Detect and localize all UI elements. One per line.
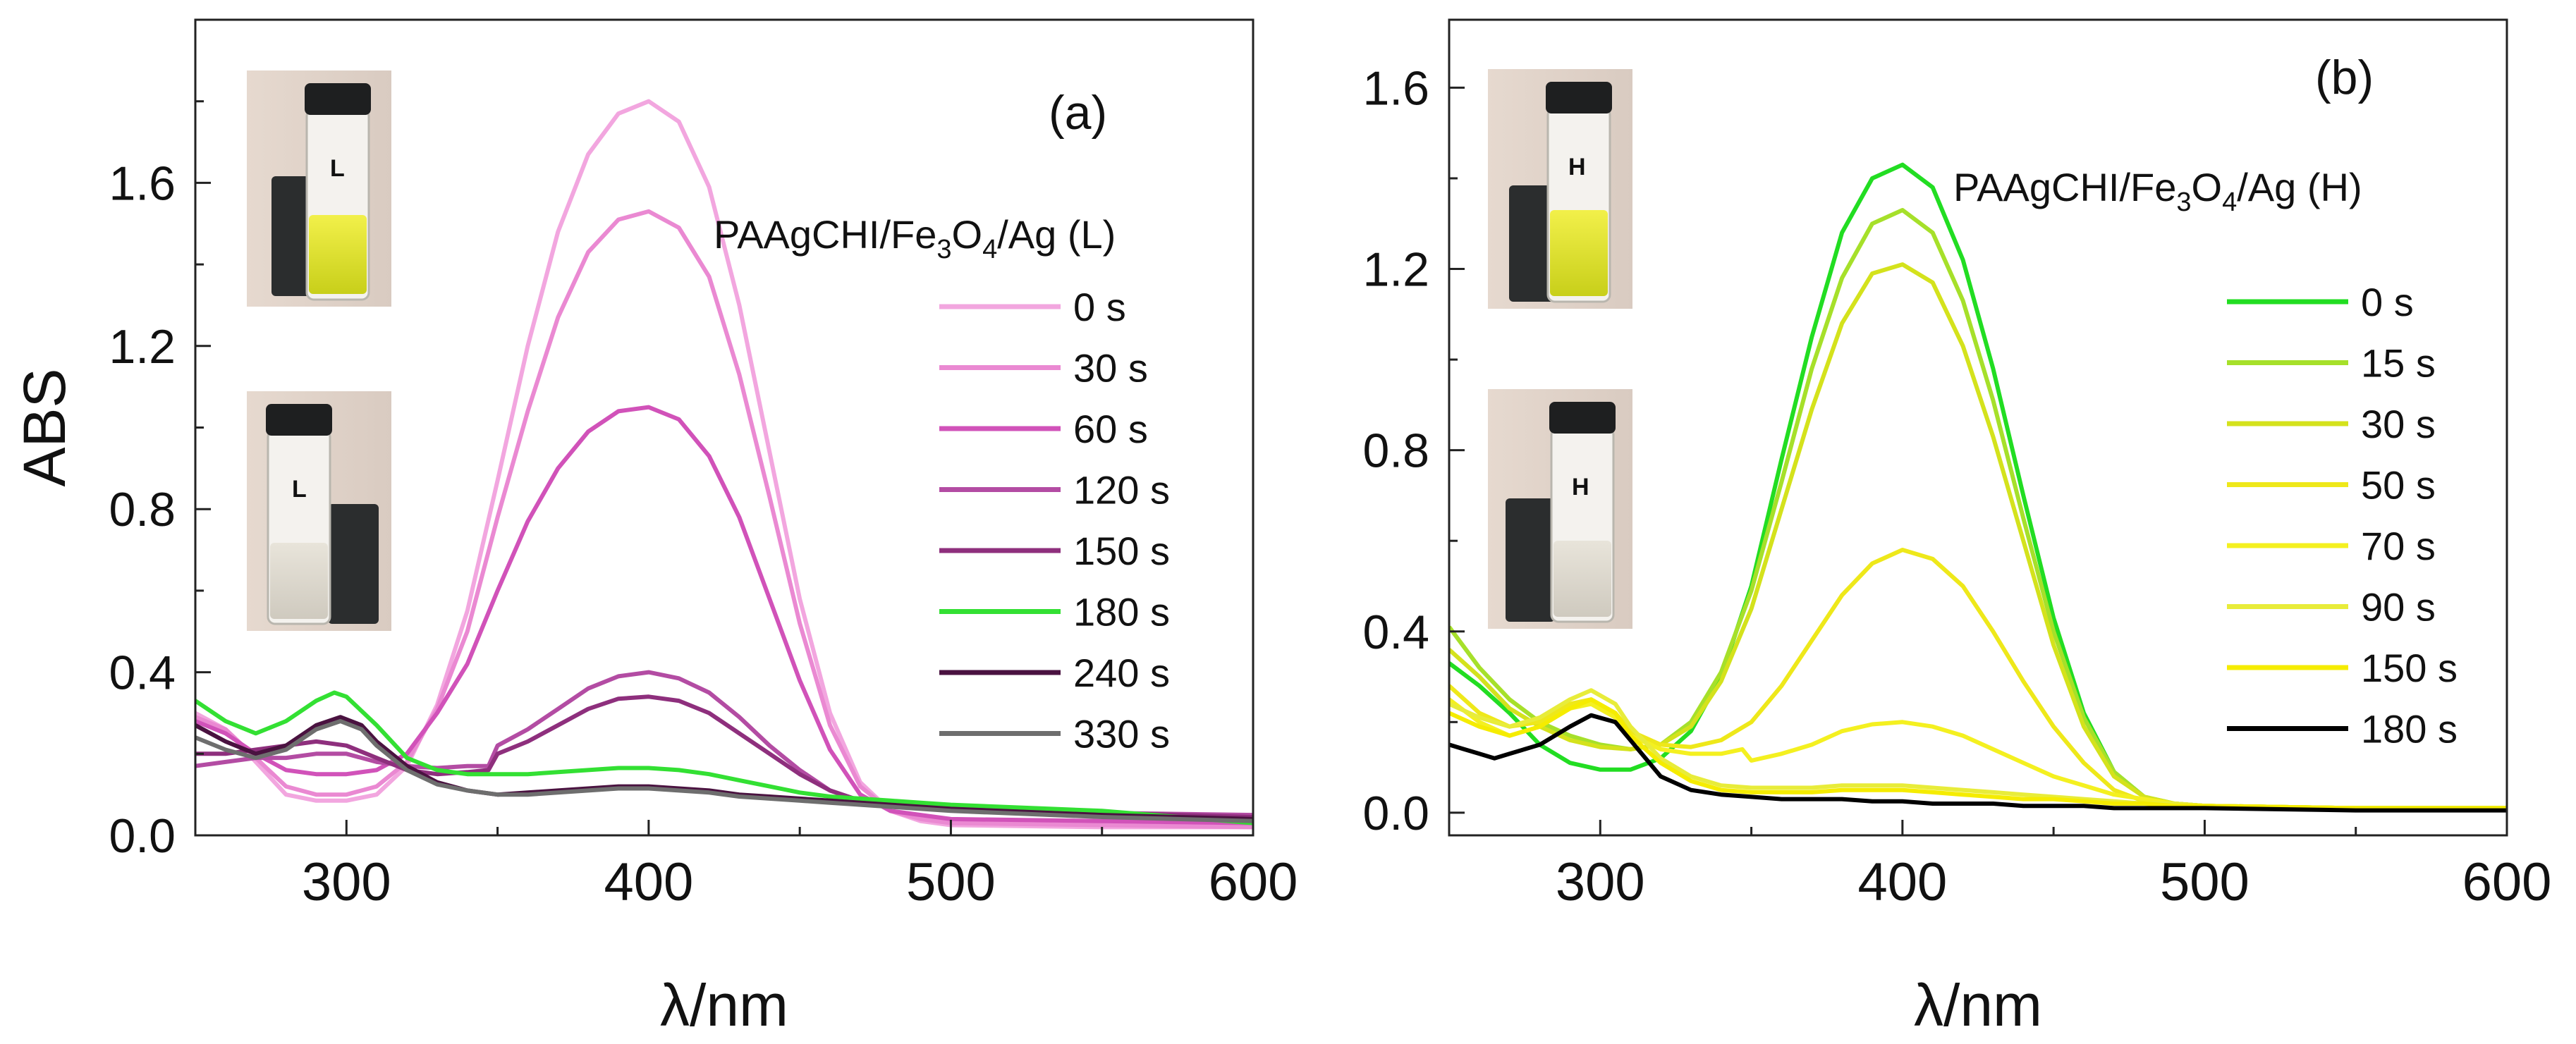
panel-label: (a) — [1049, 86, 1107, 140]
legend: 0 s 15 s 30 s 50 s 70 s 90 s 150 s 180 s — [2227, 280, 2458, 751]
legend-entry: 120 s — [1073, 468, 1170, 512]
x-tick-label: 300 — [302, 852, 391, 912]
svg-text:L: L — [292, 476, 307, 503]
legend-entry: 60 s — [1073, 407, 1148, 451]
y-axis: 0.0 0.4 0.8 1.2 1.6 — [1362, 61, 1465, 840]
x-axis-label: λ/nm — [1914, 972, 2042, 1038]
legend-entry: 150 s — [1073, 529, 1170, 573]
legend-entry: 70 s — [2361, 524, 2436, 568]
legend: 0 s 30 s 60 s 120 s 150 s 180 s 240 s 330 s — [939, 285, 1170, 756]
panel-a-photo-after: L — [247, 391, 391, 631]
legend-entry: 330 s — [1073, 712, 1170, 756]
plot-frame — [1448, 18, 2508, 837]
x-axis: 300 400 500 600 — [1448, 820, 2552, 912]
y-tick-label: 1.2 — [1362, 243, 1429, 297]
legend-title: PAAgCHI/Fe3O4/Ag (L) — [714, 212, 1116, 264]
series-line-30s — [1449, 262, 2507, 811]
x-axis: 300 400 500 600 — [194, 820, 1298, 912]
y-tick-label: 0.8 — [109, 483, 176, 536]
panel-b-photos: H H — [1488, 69, 1632, 629]
panel-a-photo-before: L — [247, 70, 391, 307]
legend-entry: 0 s — [2361, 280, 2414, 324]
series-line-180s — [1449, 713, 2507, 813]
panel-b-photo-after: H — [1488, 389, 1632, 629]
series-line-180s — [195, 690, 1253, 825]
legend-entry: 180 s — [1073, 590, 1170, 634]
x-tick-label: 600 — [2462, 852, 2552, 912]
y-tick-label: 1.6 — [109, 156, 176, 210]
svg-text:H: H — [1572, 474, 1589, 500]
panel-b-photo-before: H — [1488, 69, 1632, 309]
x-tick-label: 500 — [906, 852, 996, 912]
y-tick-label: 0.4 — [109, 646, 176, 700]
series-lines — [195, 99, 1253, 830]
y-tick-label: 0.4 — [1362, 606, 1429, 659]
series-lines — [1449, 162, 2507, 813]
y-tick-label: 0.0 — [109, 809, 176, 863]
x-tick-label: 400 — [1857, 852, 1947, 912]
y-tick-label: 0.0 — [1362, 787, 1429, 840]
legend-entry: 180 s — [2361, 707, 2458, 751]
y-axis: 0.0 0.4 0.8 1.2 1.6 — [109, 100, 211, 863]
x-tick-label: 600 — [1209, 852, 1298, 912]
series-line-150s — [1449, 697, 2507, 811]
legend-entry: 30 s — [1073, 346, 1148, 391]
svg-text:L: L — [330, 155, 345, 182]
panel-a-photos: L L — [247, 70, 391, 631]
series-line-330s — [195, 719, 1253, 823]
series-line-70s — [1449, 697, 2507, 811]
legend-entry: 90 s — [2361, 585, 2436, 630]
legend-entry: 15 s — [2361, 341, 2436, 386]
y-tick-label: 1.6 — [1362, 61, 1429, 115]
x-tick-label: 300 — [1556, 852, 1645, 912]
legend-entry: 150 s — [2361, 646, 2458, 690]
legend-entry: 0 s — [1073, 285, 1126, 329]
panel-b: H H 300 400 500 600 0.0 0.4 0.8 1.2 1.6 λ/nm (b) PA… — [1362, 18, 2552, 1038]
y-axis-label: ABS — [11, 368, 78, 486]
y-tick-label: 1.2 — [109, 320, 176, 374]
panel-label: (b) — [2315, 51, 2374, 104]
panel-a: L L 300 400 500 600 0.0 0.4 0.8 1.2 1.6 λ/nm ABS (a… — [11, 18, 1298, 1038]
legend-entry: 50 s — [2361, 463, 2436, 508]
x-tick-label: 500 — [2160, 852, 2250, 912]
x-tick-label: 400 — [604, 852, 693, 912]
legend-title: PAAgCHI/Fe3O4/Ag (H) — [1953, 165, 2362, 217]
legend-entry: 30 s — [2361, 402, 2436, 446]
x-axis-label: λ/nm — [660, 972, 788, 1038]
legend-entry: 240 s — [1073, 651, 1170, 695]
svg-text:H: H — [1568, 154, 1586, 180]
y-tick-label: 0.8 — [1362, 424, 1429, 478]
